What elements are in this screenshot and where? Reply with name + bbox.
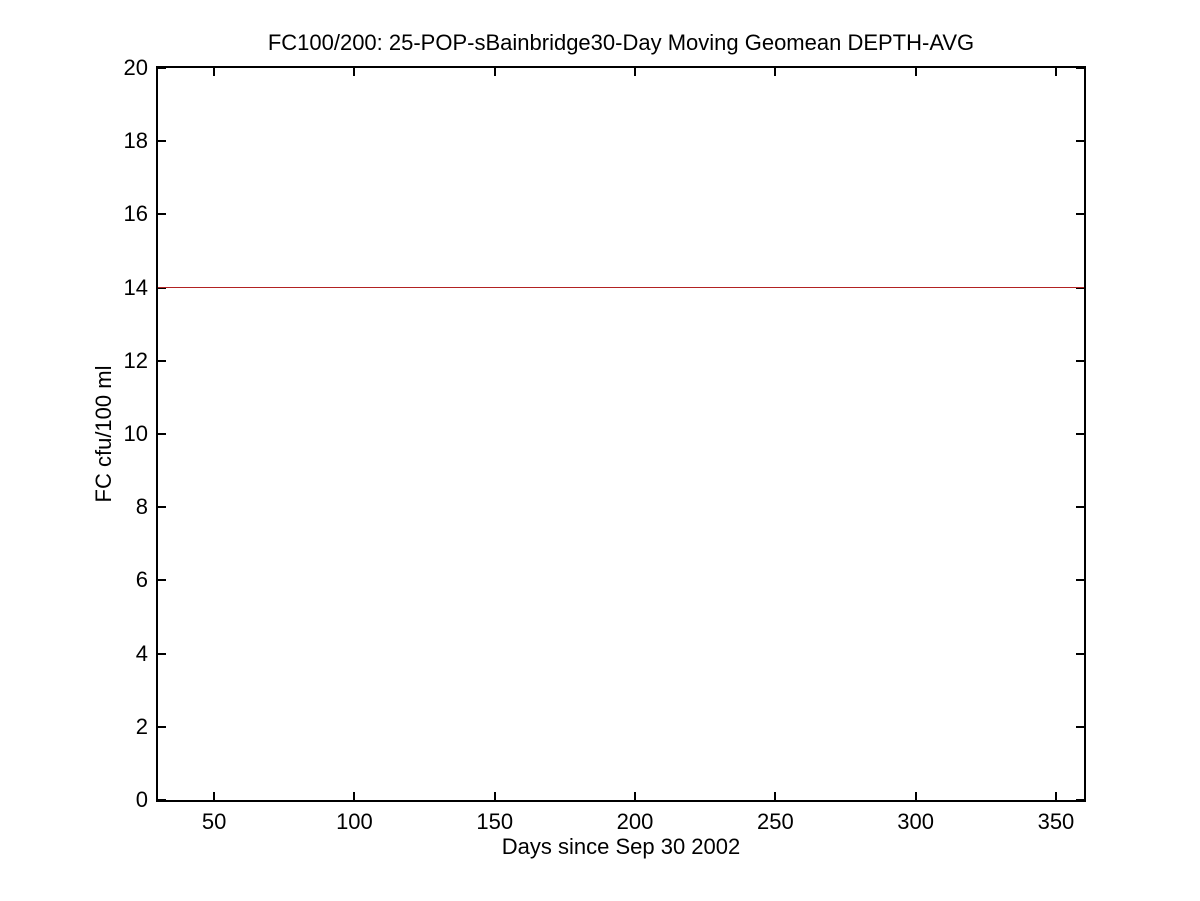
x-tick-top: [914, 68, 917, 76]
y-tick-label: 14: [123, 274, 148, 300]
y-tick: [158, 799, 166, 801]
x-tick: [774, 792, 777, 800]
x-tick-label: 250: [756, 809, 794, 834]
x-tick-label: 150: [476, 809, 514, 834]
y-tick-label: 12: [123, 347, 148, 373]
y-tick-label: 6: [135, 567, 148, 593]
x-tick-label: 200: [616, 809, 654, 834]
y-tick-label: 2: [135, 713, 148, 739]
x-tick-top: [774, 68, 777, 76]
y-tick-label: 20: [123, 55, 148, 80]
y-tick-label: 0: [135, 787, 148, 812]
x-tick: [914, 792, 917, 800]
x-tick-label: 50: [201, 809, 227, 834]
x-tick: [493, 792, 496, 800]
y-tick-right: [1076, 67, 1084, 69]
y-tick-right: [1076, 652, 1084, 655]
x-tick-top: [353, 68, 356, 76]
y-tick-right: [1076, 359, 1084, 362]
y-tick-label: 8: [135, 494, 148, 520]
plot-area: 50 100 150 200 250 300 350 0 2 4 6 8 10 12 14 16 18 20: [124, 55, 1086, 834]
x-axis-label: Days since Sep 30 2002: [501, 834, 741, 859]
y-tick: [158, 725, 166, 728]
y-tick: [158, 652, 166, 655]
chart-title: FC100/200: 25-POP-sBainbridge30-Day Movi…: [267, 30, 975, 55]
x-tick-top: [1054, 68, 1057, 76]
y-tick: [158, 433, 166, 435]
y-tick: [158, 67, 166, 69]
y-tick: [158, 359, 166, 362]
y-tick: [158, 213, 166, 216]
y-tick-label: 18: [123, 128, 148, 154]
y-tick-label: 10: [123, 421, 148, 446]
y-tick-right: [1076, 213, 1084, 216]
x-tick-top: [634, 68, 637, 76]
x-tick-top: [493, 68, 496, 76]
y-tick-right: [1076, 140, 1084, 143]
y-tick-label: 4: [135, 640, 148, 666]
x-tick-label: 350: [1037, 809, 1075, 834]
x-tick: [634, 792, 637, 800]
x-tick-top: [213, 68, 216, 76]
y-tick: [158, 506, 166, 509]
y-tick-right: [1076, 506, 1084, 509]
y-tick-right: [1076, 433, 1084, 435]
y-tick: [158, 140, 166, 143]
x-tick-label: 300: [897, 809, 934, 834]
x-tick: [1054, 792, 1057, 800]
x-tick: [353, 792, 356, 800]
y-tick-label: 16: [123, 201, 148, 227]
x-tick: [213, 792, 216, 800]
y-tick-right: [1076, 579, 1084, 582]
y-tick-right: [1076, 725, 1084, 728]
series-line: [158, 287, 1084, 289]
y-tick: [158, 579, 166, 582]
y-tick-right: [1076, 799, 1084, 801]
x-tick-label: 100: [336, 809, 373, 834]
